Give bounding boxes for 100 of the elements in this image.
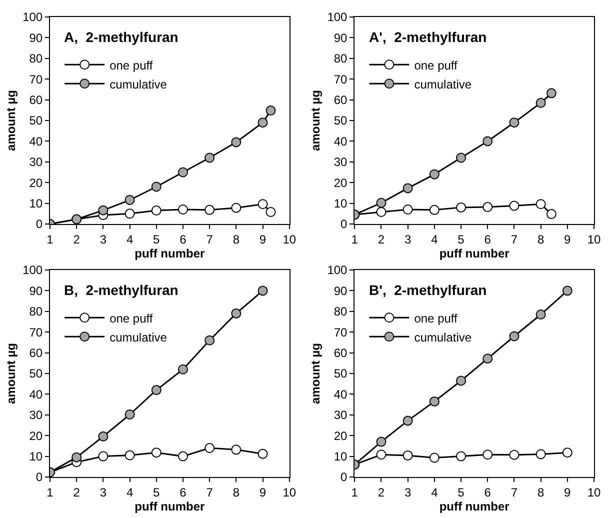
x-tick-label: 1 [46, 232, 54, 246]
y-tick-label: 90 [334, 284, 348, 298]
y-tick-label: 50 [334, 366, 348, 381]
x-tick-label: 8 [232, 485, 240, 500]
y-tick-label: 60 [29, 93, 43, 107]
legend-label: one puff [414, 58, 458, 72]
y-tick-label: 0 [340, 217, 348, 232]
y-tick-label: 40 [29, 387, 43, 402]
x-tick-label: 1 [351, 232, 358, 246]
x-tick-label: 6 [484, 232, 492, 246]
x-tick-label: 6 [180, 485, 187, 500]
y-tick-label: 100 [22, 10, 43, 24]
y-tick-label: 70 [334, 325, 348, 340]
x-tick-label: 2 [378, 232, 385, 246]
y-axis-title: amount µg [4, 90, 18, 151]
x-tick-label: 10 [587, 232, 601, 246]
y-tick-label: 10 [334, 450, 348, 464]
y-tick-label: 100 [22, 263, 43, 278]
text: B', 2-methylfuran [369, 282, 487, 298]
x-tick-label: 4 [126, 485, 134, 500]
x-axis-title: puff number [439, 246, 510, 260]
y-tick-label: 20 [334, 428, 348, 443]
y-tick-label: 40 [334, 134, 348, 148]
x-tick-label: 10 [587, 485, 601, 500]
x-tick-label: 7 [510, 232, 518, 246]
y-tick-label: 60 [334, 93, 348, 107]
y-tick-label: 90 [334, 30, 348, 45]
x-tick-label: 7 [206, 485, 214, 500]
x-axis-title: puff number [439, 499, 510, 514]
y-tick-label: 70 [334, 72, 348, 86]
x-tick-label: 2 [73, 232, 80, 246]
x-tick-label: 9 [259, 232, 266, 246]
y-tick-label: 50 [29, 366, 43, 381]
y-tick-label: 20 [29, 428, 43, 443]
x-tick-label: 1 [46, 485, 54, 500]
y-tick-label: 80 [334, 304, 348, 319]
legend-label: cumulative [414, 77, 472, 92]
y-tick-label: 40 [334, 387, 348, 402]
y-tick-label: 80 [334, 52, 348, 66]
x-tick-label: 10 [282, 485, 296, 500]
x-tick-label: 7 [206, 232, 214, 246]
y-tick-label: 40 [29, 134, 43, 148]
x-tick-label: 2 [73, 485, 80, 500]
x-tick-label: 5 [153, 232, 160, 246]
legend-label: cumulative [110, 330, 168, 344]
y-tick-label: 80 [29, 52, 43, 66]
y-tick-label: 30 [334, 408, 348, 422]
legend-label: one puff [414, 311, 458, 326]
y-tick-label: 30 [29, 155, 43, 170]
x-tick-label: 9 [259, 485, 266, 500]
legend-label: cumulative [414, 330, 472, 344]
x-tick-label: 3 [404, 232, 412, 246]
x-tick-label: 3 [404, 485, 412, 500]
x-tick-label: 3 [100, 232, 107, 246]
y-tick-label: 20 [29, 176, 43, 190]
y-tick-label: 50 [334, 114, 348, 128]
y-tick-label: 70 [29, 325, 43, 340]
x-tick-label: 8 [232, 232, 240, 246]
y-axis-title: amount µg [4, 343, 18, 404]
x-tick-label: 3 [100, 485, 107, 500]
x-tick-label: 4 [431, 232, 438, 246]
y-tick-label: 0 [340, 470, 348, 484]
x-tick-label: 4 [126, 232, 134, 246]
y-tick-label: 90 [29, 284, 43, 298]
y-tick-label: 10 [29, 196, 43, 210]
y-tick-label: 100 [327, 263, 348, 278]
x-tick-label: 5 [458, 485, 465, 500]
x-tick-label: 5 [153, 485, 160, 500]
text: B, 2-methylfuran [64, 282, 178, 298]
x-tick-label: 10 [282, 232, 296, 246]
x-tick-label: 9 [564, 232, 572, 246]
y-tick-label: 0 [36, 470, 43, 484]
x-tick-label: 8 [537, 232, 544, 246]
legend-label: cumulative [110, 77, 168, 92]
y-tick-label: 20 [334, 176, 348, 190]
x-tick-label: 2 [378, 485, 385, 500]
x-tick-label: 1 [351, 485, 358, 500]
legend-label: one puff [110, 58, 154, 72]
x-tick-label: 6 [484, 485, 492, 500]
y-axis-title: amount µg [308, 90, 323, 151]
y-tick-label: 60 [334, 346, 348, 360]
x-axis-title: puff number [134, 246, 205, 260]
x-tick-label: 9 [564, 485, 572, 500]
y-tick-label: 10 [29, 450, 43, 464]
legend-label: one puff [110, 311, 154, 326]
x-tick-label: 4 [431, 485, 438, 500]
y-tick-label: 0 [36, 217, 43, 232]
y-tick-label: 80 [29, 304, 43, 319]
y-tick-label: 90 [29, 30, 43, 45]
x-tick-label: 5 [458, 232, 465, 246]
y-tick-label: 70 [29, 72, 43, 86]
y-tick-label: 100 [327, 10, 348, 24]
y-tick-label: 10 [334, 196, 348, 210]
y-tick-label: 60 [29, 346, 43, 360]
x-tick-label: 8 [537, 485, 544, 500]
x-tick-label: 7 [510, 485, 518, 500]
text: A', 2-methylfuran [369, 29, 487, 45]
x-tick-label: 6 [180, 232, 187, 246]
text: A, 2-methylfuran [64, 29, 178, 45]
y-tick-label: 50 [29, 114, 43, 128]
